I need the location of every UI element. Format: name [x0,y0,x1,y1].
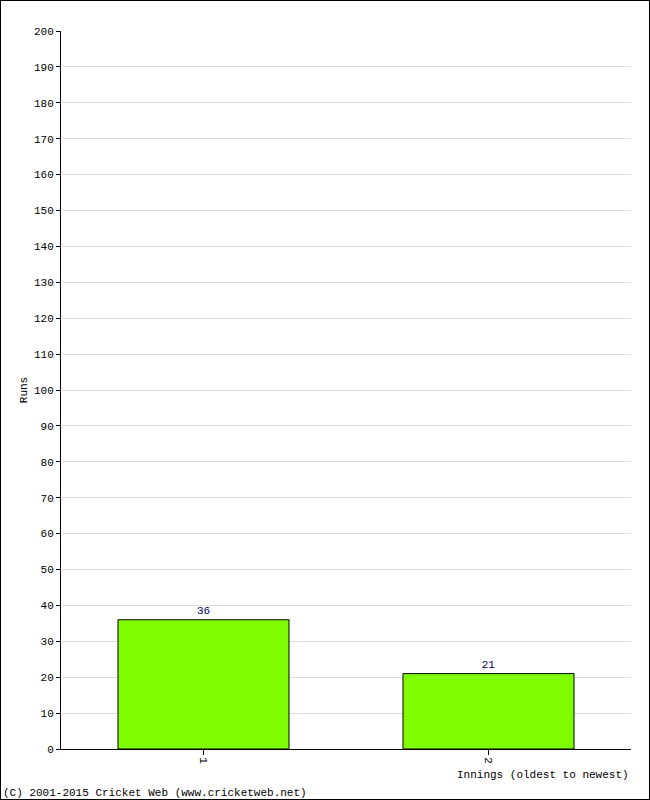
svg-text:30: 30 [41,636,54,648]
svg-text:100: 100 [34,385,54,397]
svg-text:50: 50 [41,564,54,576]
svg-text:90: 90 [41,421,54,433]
svg-text:Innings (oldest to newest): Innings (oldest to newest) [457,769,629,781]
svg-text:120: 120 [34,313,54,325]
svg-text:(C) 2001-2015 Cricket Web (www: (C) 2001-2015 Cricket Web (www.cricketwe… [3,787,307,799]
svg-text:180: 180 [34,98,54,110]
svg-text:60: 60 [41,528,54,540]
svg-text:1: 1 [197,757,209,764]
svg-text:200: 200 [34,26,54,38]
svg-text:110: 110 [34,349,54,361]
svg-text:150: 150 [34,205,54,217]
svg-text:2: 2 [482,757,494,764]
svg-text:20: 20 [41,672,54,684]
svg-text:10: 10 [41,708,54,720]
svg-text:40: 40 [41,600,54,612]
svg-text:140: 140 [34,241,54,253]
svg-text:21: 21 [482,659,496,671]
svg-text:190: 190 [34,62,54,74]
svg-text:80: 80 [41,457,54,469]
svg-text:170: 170 [34,134,54,146]
svg-text:0: 0 [47,744,54,756]
svg-text:160: 160 [34,169,54,181]
svg-text:70: 70 [41,493,54,505]
svg-text:36: 36 [197,605,210,617]
svg-text:Runs: Runs [18,377,30,403]
svg-text:130: 130 [34,277,54,289]
